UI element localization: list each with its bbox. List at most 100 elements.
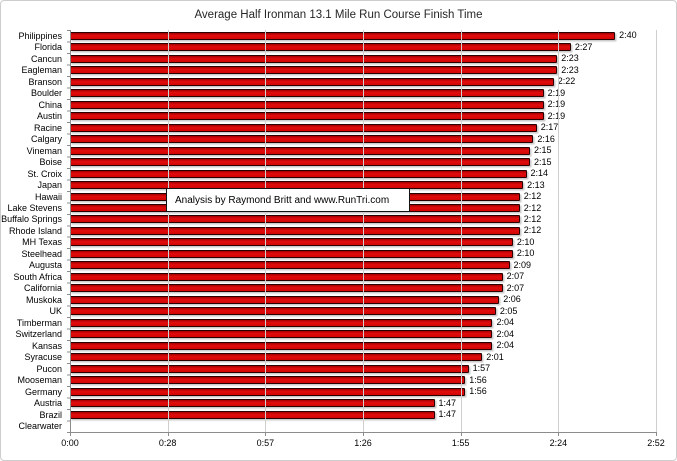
x-axis-tick-label: 0:00 xyxy=(61,438,79,448)
category-axis-labels: Philippines Florida Cancun Eagleman Branson B… xyxy=(0,30,66,432)
bar-value-label: 2:05 xyxy=(499,305,518,316)
bar-value-label: 2:01 xyxy=(486,351,504,362)
x-axis-tick-label: 2:52 xyxy=(647,438,665,448)
x-axis-tick xyxy=(460,432,462,436)
bar xyxy=(70,353,483,362)
x-axis-tick-label: 2:24 xyxy=(549,438,568,448)
bar xyxy=(70,307,496,316)
x-axis-tick xyxy=(265,432,267,436)
bar-value-label: 2:13 xyxy=(527,179,545,190)
category-label: Austria xyxy=(33,398,62,409)
bar-value-label: 2:19 xyxy=(547,99,566,110)
x-axis-tick xyxy=(167,432,169,436)
bar xyxy=(70,215,520,224)
bar-value-label: 2:12 xyxy=(523,191,542,202)
x-axis-tick xyxy=(70,432,71,436)
category-label: Clearwater xyxy=(18,421,62,432)
bar xyxy=(70,387,466,396)
gridline xyxy=(460,30,462,432)
bar xyxy=(70,295,500,304)
bar-value-label: 2:04 xyxy=(496,317,514,328)
bar-value-label: 2:06 xyxy=(503,294,521,305)
chart-title: Average Half Ironman 13.1 Mile Run Cours… xyxy=(194,9,483,21)
category-label: Philippines xyxy=(18,30,62,41)
category-label: Germany xyxy=(24,386,62,397)
category-label: Mooseman xyxy=(17,375,62,386)
gridline xyxy=(656,30,657,432)
x-axis-tick-label: 0:28 xyxy=(158,438,177,448)
category-label: Switzerland xyxy=(15,329,62,340)
bar-value-label: 2:10 xyxy=(516,248,535,259)
bar-value-label: 1:47 xyxy=(438,409,457,420)
bar-rows: 2:40 2:27 2:23 2:23 2:22 2:19 2:19 2:19 2:17 2:16… xyxy=(70,30,656,432)
category-label: China xyxy=(38,99,62,110)
x-axis-tick xyxy=(558,432,560,436)
bar-value-label: 2:12 xyxy=(523,225,542,236)
category-label: Muskoka xyxy=(25,294,62,305)
bar xyxy=(70,272,503,281)
bar-value-label: 1:57 xyxy=(472,363,491,374)
x-axis-tick-label: 0:57 xyxy=(256,438,275,448)
x-axis-tick xyxy=(656,432,657,436)
bar xyxy=(70,341,493,350)
bar xyxy=(70,169,527,178)
category-label: California xyxy=(23,283,62,294)
bar-value-label: 2:07 xyxy=(506,282,525,293)
category-label: Buffalo Springs xyxy=(1,214,62,225)
gridline xyxy=(558,30,560,432)
plot-area: 2:40 2:27 2:23 2:23 2:22 2:19 2:19 2:19 2:17 2:16… xyxy=(67,30,657,436)
bar-value-label: 2:16 xyxy=(537,133,555,144)
category-label: St. Croix xyxy=(27,168,62,179)
category-label: Augusta xyxy=(28,260,62,271)
bar-value-label: 2:17 xyxy=(540,122,559,133)
bar xyxy=(70,376,466,385)
category-label: Branson xyxy=(28,76,62,87)
bar xyxy=(70,66,558,75)
bar-value-label: 2:15 xyxy=(533,156,552,167)
category-label: Pucon xyxy=(36,363,62,374)
category-label: Calgary xyxy=(30,134,62,145)
category-label: Boise xyxy=(39,157,62,168)
category-label: Austin xyxy=(36,111,62,122)
bar xyxy=(70,399,435,408)
category-label: Syracuse xyxy=(24,352,62,363)
bar xyxy=(70,123,537,132)
bar-value-label: 1:56 xyxy=(469,386,487,397)
bar-value-label: 2:14 xyxy=(530,168,549,179)
x-axis-tick xyxy=(363,432,364,436)
bar xyxy=(70,318,493,327)
bar-value-label: 1:47 xyxy=(438,397,457,408)
category-label: Vineman xyxy=(26,145,62,156)
bar-value-label: 2:27 xyxy=(574,41,593,52)
bar-value-label: 2:04 xyxy=(496,328,514,339)
bar xyxy=(70,54,558,63)
bar-value-label: 2:09 xyxy=(513,259,532,270)
bar-value-label: 2:23 xyxy=(561,64,579,75)
bar-value-label: 2:04 xyxy=(496,340,514,351)
bar xyxy=(70,135,534,144)
bar xyxy=(70,249,513,258)
x-axis-tick-label: 1:55 xyxy=(451,438,470,448)
bar xyxy=(70,31,616,40)
bar-value-label: 2:10 xyxy=(516,236,535,247)
category-label: Racine xyxy=(33,122,62,133)
x-axis-tick-label: 1:26 xyxy=(354,438,372,448)
bar-value-label: 2:40 xyxy=(619,30,637,41)
bar xyxy=(70,77,554,86)
bar-value-label: 2:07 xyxy=(506,271,525,282)
y-axis-tick-marks xyxy=(67,30,70,433)
bar xyxy=(70,330,493,339)
category-label: Eagleman xyxy=(21,65,62,76)
gridline xyxy=(167,30,169,432)
category-label: Timberman xyxy=(16,317,62,328)
category-label: Rhode Island xyxy=(8,225,62,236)
category-label: Brazil xyxy=(39,409,62,420)
x-axis-labels: 0:00 0:28 0:57 1:26 1:55 2:24 2:52 xyxy=(61,438,665,452)
bar-value-label: 1:56 xyxy=(469,374,487,385)
category-label: Boulder xyxy=(30,88,62,99)
bar xyxy=(70,261,510,270)
bar xyxy=(70,226,520,235)
category-label: Steelhead xyxy=(21,248,62,259)
category-label: Florida xyxy=(34,42,62,53)
gridline xyxy=(265,30,267,432)
